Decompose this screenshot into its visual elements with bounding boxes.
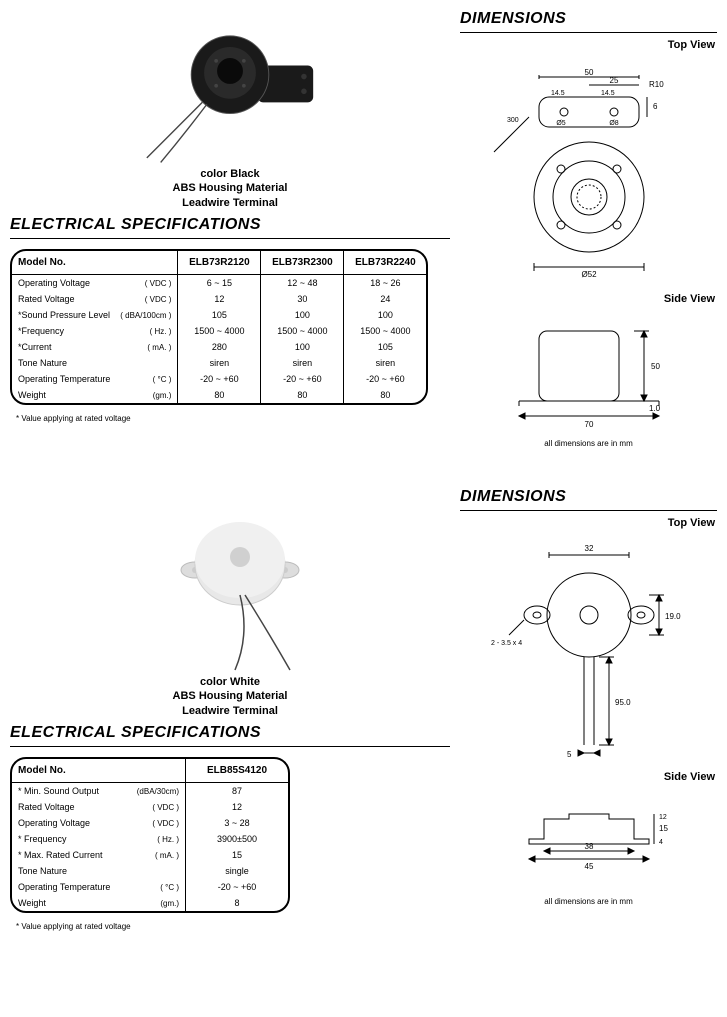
spec-table-2: Model No.ELB85S4120* Min. Sound Output(d… xyxy=(10,757,290,913)
svg-text:Ø52: Ø52 xyxy=(581,270,597,279)
svg-text:Ø8: Ø8 xyxy=(609,120,618,127)
buzzer-white-icon xyxy=(120,495,340,675)
spec-table-1: Model No.ELB73R2120ELB73R2300ELB73R2240O… xyxy=(10,249,428,405)
svg-text:4: 4 xyxy=(659,839,663,846)
svg-text:Ø5: Ø5 xyxy=(556,120,565,127)
elec-spec-heading-2: ELECTRICAL SPECIFICATIONS xyxy=(10,722,450,747)
dim-note-1: all dimensions are in mm xyxy=(460,439,717,448)
svg-text:19.0: 19.0 xyxy=(665,612,681,621)
side-view-label-2: Side View xyxy=(462,771,715,783)
svg-text:45: 45 xyxy=(584,862,593,871)
svg-text:2 - 3.5 x 4: 2 - 3.5 x 4 xyxy=(491,640,522,647)
product-caption-2: color White ABS Housing Material Leadwir… xyxy=(173,675,288,718)
dim-note-2: all dimensions are in mm xyxy=(460,897,717,906)
datasheet-section-1: color Black ABS Housing Material Leadwir… xyxy=(10,10,717,448)
side-view-label-1: Side View xyxy=(462,293,715,305)
svg-text:32: 32 xyxy=(584,544,593,553)
svg-text:14.5: 14.5 xyxy=(601,90,615,97)
svg-text:1.0: 1.0 xyxy=(649,404,661,413)
footnote-1: * Value applying at rated voltage xyxy=(16,414,450,423)
top-view-drawing-2: 32 19.0 2 - 3.5 x 4 95.0 5 xyxy=(489,535,689,765)
top-view-label-1: Top View xyxy=(462,39,715,51)
product-image-2: color White ABS Housing Material Leadwir… xyxy=(10,488,450,718)
svg-text:12: 12 xyxy=(659,814,667,821)
svg-text:300: 300 xyxy=(507,117,519,124)
svg-text:38: 38 xyxy=(584,842,593,851)
product-caption-1: color Black ABS Housing Material Leadwir… xyxy=(173,167,288,210)
product-image-1: color Black ABS Housing Material Leadwir… xyxy=(10,10,450,210)
svg-text:5: 5 xyxy=(567,750,572,759)
dimensions-heading-2: DIMENSIONS xyxy=(460,488,717,511)
footnote-2: * Value applying at rated voltage xyxy=(16,922,450,931)
side-view-drawing-2: 45 38 15 12 4 xyxy=(489,789,689,889)
buzzer-black-icon xyxy=(110,10,350,167)
top-view-label-2: Top View xyxy=(462,517,715,529)
svg-text:70: 70 xyxy=(584,420,593,429)
svg-text:25: 25 xyxy=(609,76,618,85)
svg-text:50: 50 xyxy=(651,362,660,371)
svg-text:15: 15 xyxy=(659,824,668,833)
svg-text:R10: R10 xyxy=(649,80,664,89)
svg-text:14.5: 14.5 xyxy=(551,90,565,97)
datasheet-section-2: color White ABS Housing Material Leadwir… xyxy=(10,488,717,931)
svg-text:95.0: 95.0 xyxy=(615,698,631,707)
svg-text:6: 6 xyxy=(653,102,658,111)
dimensions-heading-1: DIMENSIONS xyxy=(460,10,717,33)
svg-text:50: 50 xyxy=(584,68,593,77)
elec-spec-heading-1: ELECTRICAL SPECIFICATIONS xyxy=(10,214,450,239)
side-view-drawing-1: 70 50 1.0 xyxy=(489,311,689,431)
top-view-drawing-1: 50 25 14.5 14.5 R10 6 Ø5 Ø8 300 Ø xyxy=(489,57,689,287)
